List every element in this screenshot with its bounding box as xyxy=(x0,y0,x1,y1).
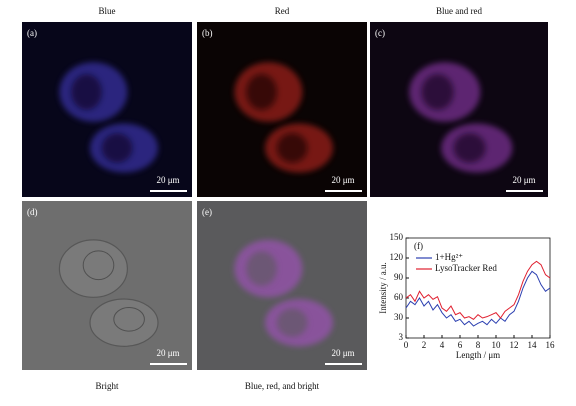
cell xyxy=(58,239,129,298)
nucleus xyxy=(246,74,277,110)
caption: Blue, red, and bright xyxy=(245,381,320,391)
nucleus xyxy=(276,133,308,163)
scale-label: 20 μm xyxy=(512,175,535,185)
panel-label: (a) xyxy=(27,28,37,38)
nucleus xyxy=(276,308,308,337)
y-tick-label: 120 xyxy=(390,252,404,262)
x-tick-label: 10 xyxy=(492,340,502,350)
scale-label: 20 μm xyxy=(331,175,354,185)
nucleus xyxy=(71,74,102,110)
x-tick-label: 4 xyxy=(440,340,445,350)
legend-label: LysoTracker Red xyxy=(435,263,497,273)
x-axis-label: Length / μm xyxy=(456,350,500,360)
nucleus xyxy=(421,74,454,110)
series-line xyxy=(405,260,551,320)
x-tick-label: 0 xyxy=(404,340,409,350)
nucleus xyxy=(101,133,133,163)
scale-label: 20 μm xyxy=(331,348,354,358)
caption: Red xyxy=(275,6,290,16)
caption: Blue xyxy=(99,6,116,16)
panel-label: (f) xyxy=(414,241,423,251)
panel-label: (c) xyxy=(375,28,385,38)
x-tick-label: 2 xyxy=(422,340,427,350)
scale-label: 20 μm xyxy=(156,348,179,358)
y-tick-label: 90 xyxy=(394,272,404,282)
y-tick-label: 60 xyxy=(394,292,404,302)
nucleus xyxy=(453,133,486,163)
nucleus xyxy=(82,250,115,281)
nucleus xyxy=(246,251,277,286)
x-tick-label: 14 xyxy=(528,340,538,350)
scale-label: 20 μm xyxy=(156,175,179,185)
cell xyxy=(89,298,159,347)
y-tick-label: 3 xyxy=(399,332,404,342)
x-tick-label: 8 xyxy=(476,340,481,350)
y-tick-label: 150 xyxy=(390,232,404,242)
panel-label: (e) xyxy=(202,207,212,217)
panel-label: (d) xyxy=(27,207,38,217)
x-tick-label: 12 xyxy=(510,340,519,350)
y-axis-label: Intensity / a.u. xyxy=(378,262,388,314)
nucleus xyxy=(113,306,145,332)
plot-frame xyxy=(405,237,551,339)
caption: Bright xyxy=(95,381,119,391)
panel-label: (b) xyxy=(202,28,213,38)
caption: Blue and red xyxy=(436,6,482,16)
y-tick-label: 30 xyxy=(394,312,404,322)
legend-label: 1+Hg²⁺ xyxy=(435,252,463,262)
series-line xyxy=(405,270,551,327)
x-tick-label: 16 xyxy=(546,340,556,350)
x-tick-label: 6 xyxy=(458,340,463,350)
